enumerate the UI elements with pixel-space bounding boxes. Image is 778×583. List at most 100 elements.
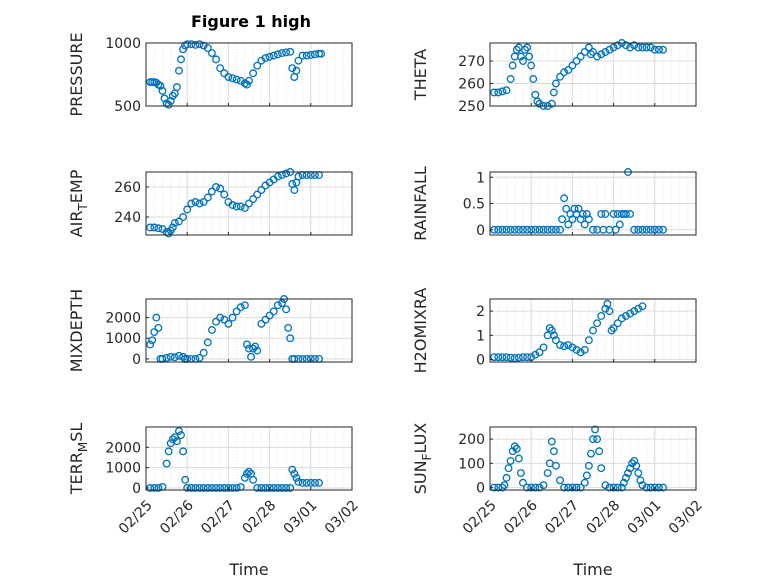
data-point	[175, 351, 183, 360]
data-point	[269, 484, 278, 492]
data-point	[562, 204, 571, 213]
data-point	[622, 473, 630, 482]
data-point	[654, 225, 663, 234]
axes-box	[489, 298, 697, 363]
data-point	[589, 225, 597, 234]
data-point	[539, 481, 548, 490]
data-point	[242, 340, 251, 349]
data-point	[506, 75, 515, 83]
data-point	[494, 353, 503, 362]
data-point	[306, 51, 315, 59]
y-axis-label: THETA	[411, 49, 430, 101]
data-point	[654, 483, 663, 492]
data-point	[510, 442, 519, 451]
data-point	[531, 90, 540, 99]
data-point	[253, 484, 262, 492]
data-point	[626, 43, 635, 52]
data-point	[288, 64, 297, 73]
data-point	[535, 483, 544, 492]
data-point	[549, 88, 558, 97]
subplot-2: 250 260 270 THETA	[411, 39, 697, 115]
data-point	[634, 469, 643, 477]
data-point	[659, 483, 667, 492]
data-point	[551, 79, 560, 88]
data-point	[502, 86, 511, 95]
data-point	[516, 469, 525, 477]
data-point	[203, 338, 212, 347]
y-tick-label: 260	[114, 180, 141, 196]
data-point	[523, 483, 532, 492]
data-point	[564, 341, 573, 349]
data-point	[498, 87, 507, 96]
data-point	[609, 210, 618, 218]
data-point	[490, 88, 499, 97]
y-tick-label: 2	[476, 304, 485, 320]
data-point	[634, 304, 643, 313]
data-point	[589, 326, 597, 335]
data-point	[560, 342, 569, 351]
data-point	[490, 353, 499, 362]
data-point	[527, 61, 536, 70]
data-point	[292, 473, 301, 482]
data-point	[179, 45, 188, 54]
data-point	[240, 204, 249, 212]
data-point	[564, 220, 573, 229]
axes-box	[489, 42, 697, 107]
data-point	[175, 217, 183, 226]
y-tick-label: 100	[458, 456, 485, 472]
data-point	[207, 484, 216, 492]
data-point	[286, 47, 295, 56]
data-point	[261, 484, 270, 492]
data-point	[638, 481, 647, 490]
data-point	[228, 484, 237, 492]
data-point	[220, 190, 229, 199]
data-point	[253, 346, 262, 355]
data-point	[516, 52, 525, 61]
data-point	[232, 202, 241, 211]
data-point	[584, 336, 593, 345]
data-point	[605, 483, 614, 492]
data-point	[212, 317, 220, 326]
data-point	[531, 483, 540, 492]
data-point	[638, 225, 647, 234]
data-point	[269, 51, 278, 60]
data-point	[212, 183, 220, 191]
data-point	[545, 324, 554, 333]
data-point	[502, 353, 511, 362]
y-tick-label: 0	[132, 352, 141, 368]
data-point	[154, 323, 163, 332]
y-tick-label: 0	[476, 223, 485, 239]
data-point	[584, 43, 593, 52]
data-point	[622, 41, 630, 50]
data-point	[168, 435, 177, 444]
data-point	[245, 199, 253, 208]
data-point	[626, 309, 635, 318]
data-point	[286, 334, 295, 343]
data-point	[613, 41, 622, 50]
data-point	[146, 223, 155, 232]
data-point	[646, 483, 655, 492]
data-point	[282, 305, 291, 314]
axes-background	[490, 299, 696, 362]
data-point	[249, 475, 258, 484]
figure-title: Figure 1 high	[191, 12, 311, 31]
data-point	[212, 55, 220, 64]
data-point	[273, 172, 282, 181]
data-point	[654, 45, 663, 54]
data-point	[242, 80, 251, 89]
y-axis-label: TERRMSL	[67, 423, 90, 496]
data-point	[642, 225, 651, 234]
data-point	[150, 328, 159, 336]
data-point	[253, 190, 262, 199]
data-point	[523, 43, 532, 52]
data-point	[298, 51, 307, 60]
data-point	[601, 481, 610, 490]
data-point	[148, 336, 157, 345]
data-point	[207, 187, 216, 196]
data-point	[611, 225, 620, 234]
y-tick-label: 0	[132, 481, 141, 497]
data-point	[593, 435, 602, 444]
data-point	[512, 444, 521, 453]
data-point	[278, 484, 286, 492]
data-point	[613, 319, 622, 328]
